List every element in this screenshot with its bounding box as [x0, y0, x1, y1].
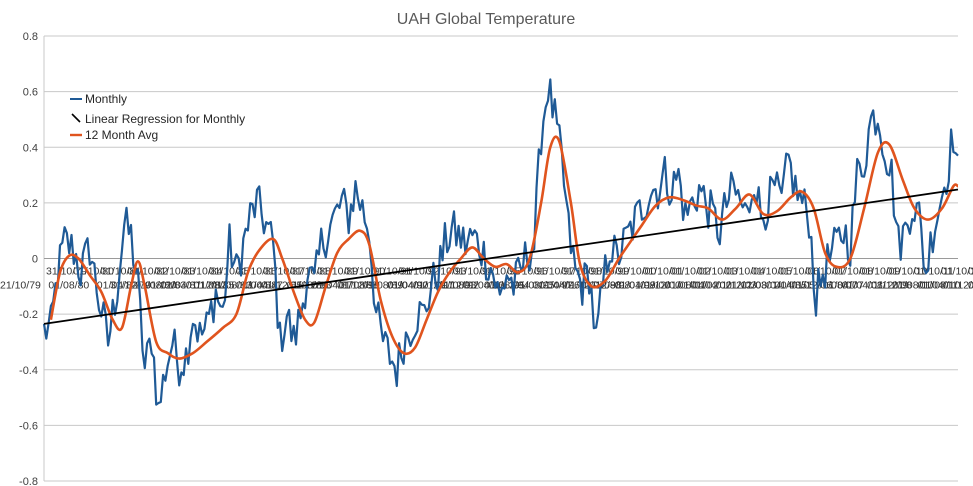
x-tick-label: 01/04/12	[968, 280, 973, 292]
x-tick-label: 01/10/84	[182, 266, 223, 278]
chart-title: UAH Global Temperature	[397, 11, 576, 28]
y-tick-label: 0.6	[23, 87, 38, 99]
x-tick-label: 01/04/81	[160, 280, 201, 292]
x-tick-label: 01/12/12	[943, 280, 973, 292]
x-tick-label: 01/08/83	[211, 280, 252, 292]
x-tick-label: 01/04/99	[615, 280, 656, 292]
x-tick-label: 01/10/03	[697, 266, 738, 278]
x-tick-label: 01/12/83	[145, 280, 186, 292]
x-tick-label: 01/04/96	[539, 280, 580, 292]
y-tick-label: -0.2	[19, 309, 38, 321]
x-tick-label: 01/04/82	[97, 280, 138, 292]
x-tick-label: 01/04/87	[242, 280, 283, 292]
x-tick-label: 01/10/09	[860, 266, 901, 278]
y-tick-label: -0.6	[19, 420, 38, 432]
x-tick-label: 01/10/13	[968, 266, 973, 278]
x-tick-label: 01/04/02	[678, 280, 719, 292]
x-tick-label: 01/04/97	[532, 280, 573, 292]
x-tick-label: 01/10/83	[154, 266, 195, 278]
legend: Monthly Linear Regression for Monthly 12 M…	[70, 92, 245, 142]
y-tick-label: 0.4	[23, 142, 38, 154]
y-tick-label: 0.2	[23, 198, 38, 210]
x-tick-label: 01/08/13	[968, 280, 973, 292]
y-tick-label: 0.8	[23, 31, 38, 43]
y-tick-label: -0.8	[19, 476, 38, 486]
x-tick-label: 01/10/99	[588, 266, 629, 278]
x-tick-label: 01/08/10	[920, 280, 961, 292]
x-tick-label: 01/10/96	[507, 266, 548, 278]
x-tick-label: 01/08/92	[438, 280, 479, 292]
series-layer	[42, 78, 959, 406]
x-tick-label: 01/12/93	[436, 280, 477, 292]
x-tick-label: 01/08/04	[741, 280, 782, 292]
x-tick-label: 01/10/02	[670, 266, 711, 278]
x-tick-label: 01/12/03	[716, 280, 757, 292]
legend-regression-label: Linear Regression for Monthly	[85, 112, 245, 126]
x-tick-label: 01/12/88	[337, 280, 378, 292]
x-tick-label: 01/04/92	[387, 280, 428, 292]
x-tick-label: 01/04/02	[690, 280, 731, 292]
x-tick-label: 01/10/94	[453, 266, 494, 278]
x-tick-label: 01/04/05	[766, 280, 807, 292]
x-tick-label: 01/10/04	[724, 266, 765, 278]
x-tick-label: 01/08/90	[339, 280, 380, 292]
x-tick-label: 01/10/00	[615, 266, 656, 278]
x-tick-label: 01/04/07	[823, 280, 864, 292]
x-tick-label: 21/10/79	[0, 280, 41, 292]
x-tick-label: 01/12/00	[640, 280, 681, 292]
x-tick-label: 01/10/12	[941, 266, 973, 278]
x-tick-label: 01/08/07	[817, 280, 858, 292]
x-tick-label: 01/10/05	[751, 266, 792, 278]
x-axis-ticks: 31/10/7901/10/8001/10/8101/10/8201/10/83…	[0, 266, 973, 292]
legend-12-month-avg-label: 12 Month Avg	[85, 128, 158, 142]
x-tick-label: 01/12/97	[564, 280, 605, 292]
x-tick-label: 01/04/11	[918, 280, 958, 292]
legend-regression-swatch	[71, 113, 81, 123]
x-tick-label: 01/08/10	[892, 280, 933, 292]
x-tick-label: 01/08/01	[665, 280, 706, 292]
x-tick-label: 01/10/93	[426, 266, 467, 278]
series-monthly-line	[42, 78, 959, 406]
x-tick-label: 01/12/08	[871, 280, 912, 292]
x-tick-label: 01/10/92	[399, 266, 440, 278]
x-tick-label: 01/08/05	[774, 280, 815, 292]
x-tick-label: 01/10/08	[832, 266, 873, 278]
x-tick-label: 01/04/08	[842, 280, 883, 292]
x-tick-label: 01/08/00	[629, 280, 670, 292]
x-tick-label: 01/12/03	[726, 280, 767, 292]
x-tick-label: 01/08/85	[194, 280, 235, 292]
y-tick-label: 0	[32, 254, 38, 266]
y-tick-label: -0.4	[19, 365, 38, 377]
x-tick-label: 01/04/90	[388, 280, 429, 292]
gridlines	[43, 35, 958, 482]
x-tick-label: 01/12/09	[867, 280, 908, 292]
x-tick-label: 01/10/01	[643, 266, 684, 278]
legend-monthly-label: Monthly	[85, 92, 127, 106]
y-axis-ticks: 0.8 0.6 0.4 0.2 0 -0.2 -0.4 -0.6 -0.8	[19, 31, 38, 486]
x-tick-label: 01/08/95	[514, 280, 555, 292]
x-tick-label: 01/10/97	[534, 266, 575, 278]
x-tick-label: 01/12/82	[186, 280, 227, 292]
x-tick-label: 01/10/10	[887, 266, 928, 278]
series-linear-regression-line	[43, 188, 959, 325]
x-tick-label: 01/10/06	[778, 266, 819, 278]
x-tick-label: 01/10/80	[73, 266, 114, 278]
x-tick-label: 01/04/84	[236, 280, 277, 292]
x-tick-label: 01/10/89	[317, 266, 358, 278]
x-tick-label: 01/10/88	[290, 266, 331, 278]
x-tick-label: 01/10/87	[263, 266, 304, 278]
